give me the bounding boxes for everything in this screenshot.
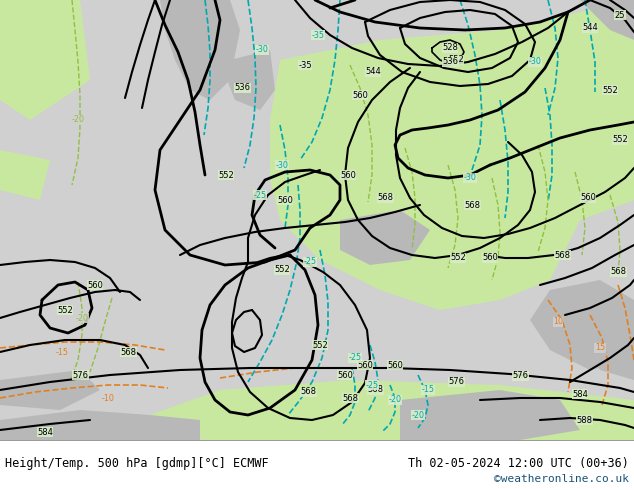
Polygon shape	[0, 380, 634, 440]
Text: 560: 560	[87, 280, 103, 290]
Text: 568: 568	[377, 194, 393, 202]
Text: 528: 528	[442, 44, 458, 52]
Text: 568: 568	[610, 268, 626, 276]
Text: 25: 25	[615, 10, 625, 20]
Text: 568: 568	[464, 200, 480, 210]
Text: 552: 552	[612, 136, 628, 145]
Text: -20: -20	[72, 116, 84, 124]
Text: 584: 584	[37, 427, 53, 437]
Text: 552: 552	[274, 266, 290, 274]
Text: 560: 560	[277, 196, 293, 204]
Text: -20: -20	[411, 411, 425, 419]
Text: 10: 10	[553, 318, 563, 326]
Text: 544: 544	[365, 68, 381, 76]
Text: -35: -35	[298, 60, 312, 70]
Text: -15: -15	[56, 347, 68, 357]
Text: 552: 552	[448, 55, 464, 65]
Text: 552: 552	[312, 341, 328, 349]
Polygon shape	[575, 300, 634, 380]
Text: 544: 544	[582, 24, 598, 32]
Text: 15: 15	[595, 343, 605, 352]
Text: 536: 536	[442, 57, 458, 67]
Text: -25: -25	[365, 381, 378, 390]
Text: -30: -30	[256, 46, 268, 54]
Text: 560: 560	[357, 361, 373, 369]
Text: 560: 560	[482, 253, 498, 263]
Text: 560: 560	[340, 171, 356, 179]
Text: 536: 536	[234, 83, 250, 93]
Text: 552: 552	[218, 171, 234, 179]
Polygon shape	[500, 0, 634, 220]
Polygon shape	[225, 50, 275, 110]
Text: 552: 552	[602, 85, 618, 95]
Text: -10: -10	[101, 393, 115, 402]
Text: -20: -20	[389, 395, 401, 405]
Text: -15: -15	[422, 386, 434, 394]
Text: -20: -20	[75, 314, 89, 322]
Text: ©weatheronline.co.uk: ©weatheronline.co.uk	[494, 474, 629, 484]
Text: 552: 552	[57, 305, 73, 315]
Text: -30: -30	[276, 161, 288, 170]
Text: 568: 568	[367, 386, 383, 394]
Text: 568: 568	[300, 388, 316, 396]
Text: 576: 576	[448, 377, 464, 387]
Text: 552: 552	[450, 253, 466, 263]
Polygon shape	[580, 0, 634, 40]
Text: -25: -25	[254, 191, 266, 199]
Text: -30: -30	[529, 57, 541, 67]
Text: 588: 588	[576, 416, 592, 424]
Polygon shape	[0, 370, 100, 410]
Text: -35: -35	[311, 30, 325, 40]
Text: 560: 560	[337, 370, 353, 379]
Text: 560: 560	[352, 91, 368, 99]
Polygon shape	[0, 410, 200, 440]
Polygon shape	[530, 280, 634, 370]
Text: -25: -25	[349, 353, 361, 363]
Text: 568: 568	[554, 250, 570, 260]
Text: Th 02-05-2024 12:00 UTC (00+36): Th 02-05-2024 12:00 UTC (00+36)	[408, 457, 629, 469]
Text: 576: 576	[512, 371, 528, 381]
Polygon shape	[0, 150, 50, 200]
Text: 568: 568	[120, 347, 136, 357]
Text: -25: -25	[304, 258, 316, 267]
Text: 576: 576	[72, 370, 88, 379]
Text: 560: 560	[580, 194, 596, 202]
Polygon shape	[340, 210, 430, 265]
Polygon shape	[400, 390, 580, 440]
Text: 568: 568	[342, 393, 358, 402]
Text: -30: -30	[463, 173, 476, 182]
Text: Height/Temp. 500 hPa [gdmp][°C] ECMWF: Height/Temp. 500 hPa [gdmp][°C] ECMWF	[5, 457, 269, 469]
Polygon shape	[270, 30, 634, 310]
Polygon shape	[0, 0, 90, 120]
Text: 560: 560	[387, 361, 403, 369]
Polygon shape	[160, 0, 240, 100]
Text: 584: 584	[572, 390, 588, 398]
